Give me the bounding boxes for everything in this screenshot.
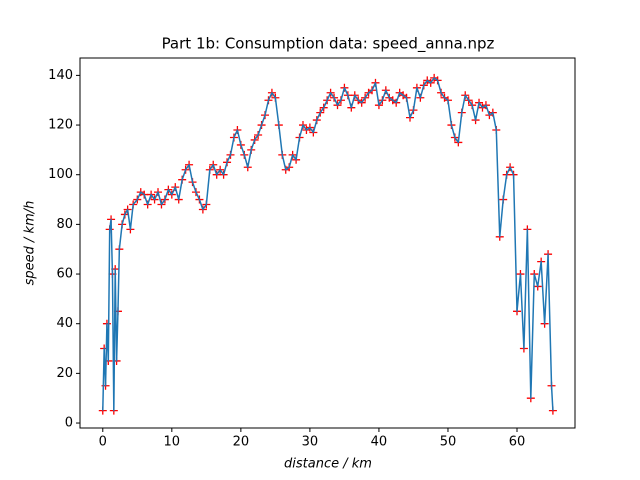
- x-axis-label: distance / km: [284, 457, 372, 472]
- x-tick-label: 20: [233, 435, 250, 450]
- x-tick-label: 30: [302, 435, 319, 450]
- y-tick-label: 140: [48, 68, 73, 83]
- x-tick-label: 60: [509, 435, 526, 450]
- y-tick-label: 60: [56, 267, 73, 282]
- y-axis-label: speed / km/h: [23, 201, 38, 286]
- y-tick-label: 0: [65, 416, 73, 431]
- axes-frame: [79, 57, 576, 429]
- chart-title: Part 1b: Consumption data: speed_anna.np…: [162, 35, 495, 54]
- plot-area: [98, 73, 557, 415]
- y-tick-label: 20: [56, 366, 73, 381]
- x-tick-label: 50: [440, 435, 457, 450]
- y-tick-label: 80: [56, 217, 73, 232]
- y-tick-label: 120: [48, 118, 73, 133]
- x-tick-label: 10: [164, 435, 181, 450]
- x-tick-label: 40: [371, 435, 388, 450]
- data-line: [102, 77, 554, 412]
- y-tick-label: 40: [56, 316, 73, 331]
- x-tick-label: 0: [99, 435, 107, 450]
- y-tick-label: 100: [48, 167, 73, 182]
